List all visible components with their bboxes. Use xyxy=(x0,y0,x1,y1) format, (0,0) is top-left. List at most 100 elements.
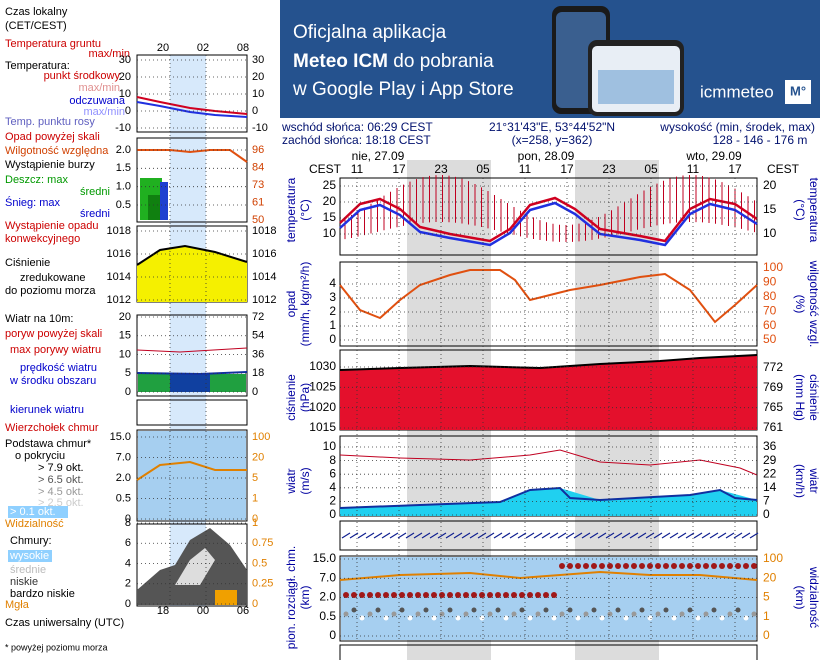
grid-point: (x=258, y=362) xyxy=(512,133,593,147)
legend-label: Opad powyżej skali xyxy=(5,131,100,143)
wind-arrow xyxy=(597,532,607,539)
cloud-base xyxy=(503,615,509,621)
wind-arrow xyxy=(701,532,711,539)
wind-arrow xyxy=(573,532,583,539)
y2-tick-label: 10 xyxy=(763,226,777,240)
legend-label: poryw powyżej skali xyxy=(5,328,102,340)
wind-arrow xyxy=(501,532,511,539)
wind-arrow xyxy=(341,532,351,539)
cloud-base xyxy=(671,615,677,621)
wind-arrow xyxy=(509,532,519,539)
banner-text: Oficjalna aplikacja xyxy=(293,22,447,43)
cloud-top xyxy=(495,592,501,598)
legend-tick-label: 1016 xyxy=(252,248,276,260)
legend-label: średni xyxy=(80,208,110,220)
legend-label: Wystąpienie burzy xyxy=(5,159,95,171)
y-tick-label: 2 xyxy=(329,304,336,318)
time-tick-label: 06 xyxy=(237,605,249,617)
legend-tick-label: 10 xyxy=(119,348,131,360)
y2-tick-label: 60 xyxy=(763,318,777,332)
hour-label: 05 xyxy=(476,162,490,176)
cloud-base xyxy=(703,611,709,617)
legend-label: wysokie xyxy=(9,550,49,562)
hour-label: 17 xyxy=(392,162,406,176)
wind-arrow xyxy=(445,532,455,539)
wind-arrow xyxy=(421,532,431,539)
time-tick-label: 00 xyxy=(197,605,209,617)
cloud-base xyxy=(415,611,421,617)
cloud-base xyxy=(743,615,749,621)
legend-tick-label: 5 xyxy=(252,472,258,484)
banner-text: w Google Play i App Store xyxy=(292,79,514,100)
cloud-top xyxy=(351,592,357,598)
y2-tick-label: 36 xyxy=(763,439,777,453)
wind-arrow xyxy=(733,532,743,539)
legend-tick-label: 5 xyxy=(125,367,131,379)
y-tick-label: 3 xyxy=(329,290,336,304)
y2-tick-label: 7 xyxy=(763,494,770,508)
wind-arrow xyxy=(621,532,631,539)
legend-label: Śnieg: max xyxy=(5,196,61,209)
cloud-top xyxy=(551,592,557,598)
legend-tick-label: 1.0 xyxy=(116,181,131,193)
sunset: zachód słońca: 18:18 CEST xyxy=(282,133,431,147)
visibility xyxy=(339,570,758,581)
legend-label: Mgła xyxy=(5,599,30,611)
legend-tick-label: 1014 xyxy=(252,271,276,283)
y-tick-label: 1030 xyxy=(309,359,336,373)
wind-line xyxy=(339,486,758,509)
cloud-top xyxy=(607,563,613,569)
y-tick-label: 20 xyxy=(323,194,337,208)
wind-arrow xyxy=(357,532,367,539)
banner[interactable] xyxy=(280,0,820,118)
cloud-base xyxy=(551,615,557,621)
legend-tick-label: 0.5 xyxy=(252,557,267,569)
y-tick-label: 7.0 xyxy=(319,570,336,584)
cloud-base xyxy=(375,607,381,613)
y-tick-label: 2.0 xyxy=(319,590,336,604)
legend-label: Podstawa chmur* xyxy=(5,438,92,450)
cloud-top xyxy=(679,563,685,569)
axis-label: temperatura xyxy=(807,178,820,243)
legend-label: zredukowane xyxy=(20,272,85,284)
wind-arrow xyxy=(693,532,703,539)
legend-tick-label: 73 xyxy=(252,179,264,191)
logo-badge xyxy=(785,80,811,104)
legend-tick-label: 18 xyxy=(252,367,264,379)
wind-arrow xyxy=(365,532,375,539)
legend-tick-label: 61 xyxy=(252,196,264,208)
axis-unit: (%) xyxy=(793,295,807,314)
legend-label: Czas uniwersalny (UTC) xyxy=(5,617,124,629)
elevation: 128 - 146 - 176 m xyxy=(713,133,808,147)
axis-label: opad xyxy=(284,291,298,318)
y2-tick-label: 1 xyxy=(763,609,770,623)
wind-gust xyxy=(339,449,758,476)
legend-pressure-line xyxy=(136,244,248,266)
legend-tick-label: 1.5 xyxy=(116,162,131,174)
legend-label: > 4.5 okt. xyxy=(38,486,84,498)
legend-rain-mean xyxy=(148,195,162,220)
cloud-top xyxy=(423,592,429,598)
legend-tick-label: 1018 xyxy=(107,225,131,237)
y-tick-label: 8 xyxy=(329,453,336,467)
y2-tick-label: 765 xyxy=(763,400,783,414)
legend-label: (CET/CEST) xyxy=(5,20,67,32)
cloud-top xyxy=(503,592,509,598)
wind-arrow xyxy=(629,532,639,539)
cloud-base xyxy=(543,607,549,613)
cloud-top xyxy=(455,592,461,598)
hour-label: 05 xyxy=(644,162,658,176)
phone-chart xyxy=(598,70,674,104)
axis-unit: (°C) xyxy=(793,199,807,220)
hour-label: 11 xyxy=(519,162,532,176)
temp-feel xyxy=(339,201,758,247)
legend-label: Wiatr na 10m: xyxy=(5,313,73,325)
cloud-base xyxy=(719,615,725,621)
legend-cloud-bg xyxy=(138,431,246,520)
wind-arrow xyxy=(413,532,423,539)
legend-tick-label: 20 xyxy=(119,71,131,83)
hour-label: 23 xyxy=(434,162,448,176)
wind-arrow xyxy=(485,532,495,539)
cloud-base xyxy=(487,611,493,617)
